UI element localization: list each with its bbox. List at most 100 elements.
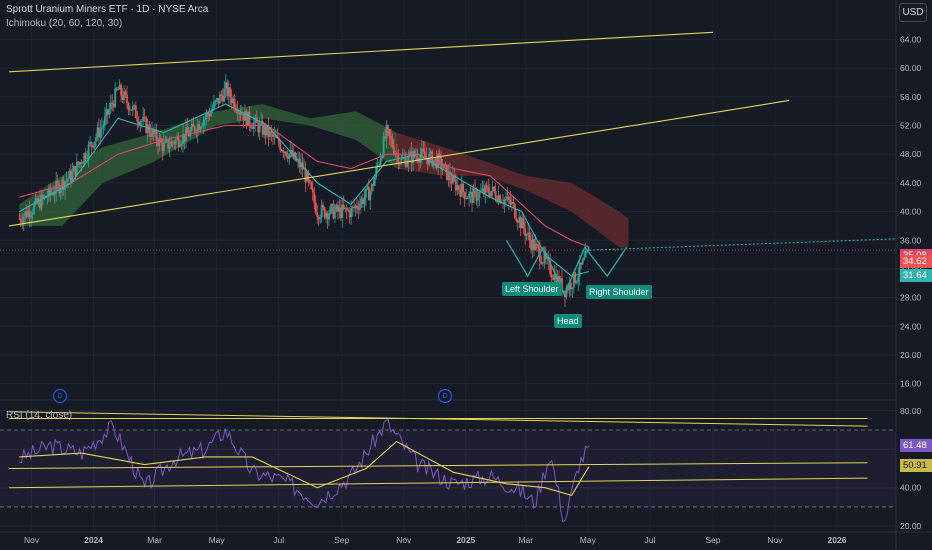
candle-body (202, 119, 205, 127)
candle-body (127, 103, 130, 111)
rsi-line (19, 419, 590, 523)
candle-body (106, 109, 109, 115)
time-tick-label: 2024 (84, 535, 103, 545)
price-tag-last: 34.62 (900, 255, 932, 268)
candle-body (415, 156, 417, 158)
candle-body (478, 191, 481, 199)
candle-body (513, 203, 516, 218)
candle-body (105, 109, 108, 116)
candle-body (158, 138, 161, 147)
candle-body (78, 162, 81, 165)
candle-body (375, 167, 378, 178)
candle-body (269, 131, 271, 137)
grid-lines (0, 39, 932, 527)
candle-body (450, 180, 453, 184)
candle-body (67, 178, 69, 181)
candle-body (431, 151, 434, 167)
candle-body (70, 170, 72, 182)
candle-body (453, 175, 456, 180)
candle-body (133, 105, 136, 107)
candle-body (258, 123, 261, 133)
candle-body (131, 105, 134, 111)
candle-body (145, 117, 148, 133)
candle-body (81, 163, 84, 164)
candle-body (332, 204, 335, 219)
candle-body (36, 197, 38, 204)
candle-body (530, 239, 532, 250)
candle-body (552, 277, 555, 280)
candle-body (251, 127, 254, 129)
candle-body (183, 133, 186, 142)
candle-body (297, 158, 299, 160)
price-tick-label: 48.00 (900, 149, 922, 159)
cloud-segment (216, 104, 263, 126)
candle-body (317, 217, 320, 220)
rsi-trendline (9, 477, 868, 489)
candle-body (505, 199, 507, 201)
rsi-tick-label: 40.00 (900, 483, 922, 493)
candle-body (438, 153, 441, 157)
price-tick-label: 40.00 (900, 207, 922, 217)
cloud-segment (619, 211, 629, 248)
candle-body (515, 217, 518, 221)
candle-body (525, 234, 528, 236)
candle-body (304, 167, 307, 183)
candle-body (463, 191, 466, 199)
candle-body (356, 205, 358, 209)
candle-body (325, 213, 327, 218)
candle-body (143, 116, 146, 118)
candle-body (485, 185, 488, 188)
candle-body (276, 137, 279, 139)
candle-body (308, 180, 311, 183)
candle-body (460, 183, 463, 197)
currency-button[interactable]: USD (899, 3, 927, 22)
candle-body (339, 207, 342, 218)
candle-body (350, 208, 353, 218)
candle-body (18, 218, 21, 220)
candle-body (381, 156, 383, 159)
dividend-marker[interactable]: D (438, 389, 452, 403)
candle-body (391, 138, 394, 148)
candle-body (329, 205, 332, 214)
candle-body (89, 142, 92, 145)
candle-body (164, 140, 167, 143)
candle-body (229, 87, 232, 98)
candle-body (241, 114, 243, 116)
base-line (19, 124, 590, 248)
candle-body (323, 207, 326, 218)
candle-body (546, 258, 549, 260)
candle-body (279, 143, 282, 151)
candle-body (574, 272, 577, 283)
candle-body (412, 151, 414, 164)
candle-body (322, 205, 325, 208)
candle-body (553, 274, 556, 280)
rsi-tick-label: 80.00 (900, 406, 922, 416)
candle-body (437, 153, 440, 168)
candle-body (177, 137, 180, 147)
candle-body (341, 204, 344, 218)
candle-body (477, 198, 479, 201)
candle-body (40, 194, 43, 209)
right-shoulder-label: Right Shoulder (586, 285, 652, 299)
dividend-marker[interactable]: D (53, 389, 67, 403)
candle-body (409, 151, 412, 155)
rsi-band (0, 430, 896, 507)
time-tick-label: Jul (644, 535, 655, 545)
pattern-line (505, 239, 628, 296)
cloud-segment (310, 111, 356, 140)
candle-body (272, 133, 274, 137)
trendlines (9, 31, 790, 227)
candle-body (490, 191, 493, 197)
candle-body (338, 207, 341, 212)
candle-body (121, 95, 124, 101)
candle-body (43, 195, 46, 198)
candle-body (90, 142, 93, 146)
candle-body (123, 91, 125, 101)
candle-body (84, 153, 87, 159)
candle-body (283, 151, 286, 153)
candle-body (75, 161, 78, 176)
candle-body (223, 88, 226, 102)
candle-body (46, 197, 49, 199)
cloud-segment (62, 147, 103, 226)
time-tick-label: May (580, 535, 597, 545)
